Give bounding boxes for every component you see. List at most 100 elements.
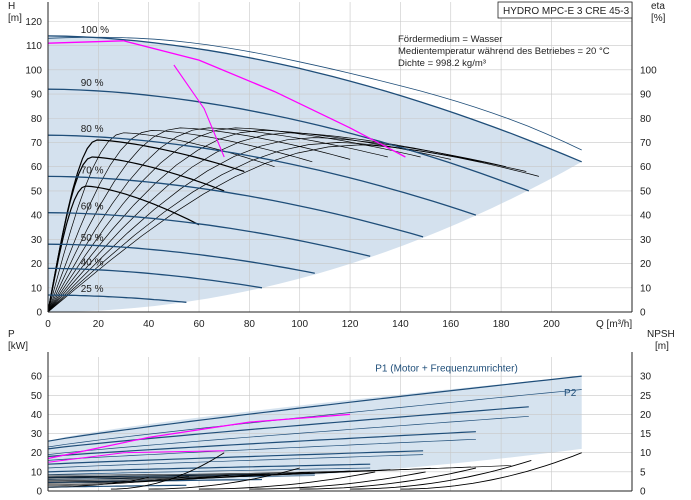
h-tick-label: 40 (31, 211, 43, 222)
p2-curve (47, 415, 529, 455)
q-axis-unit: Q [m³/h] (596, 319, 632, 330)
eta-tick-label: 10 (640, 283, 652, 294)
bottom-tick-labels: 0 10 20 30 40 50 60 0 5 10 15 20 25 30 (31, 372, 652, 498)
p2-curve (47, 389, 582, 448)
eta-tick-label: 40 (640, 211, 652, 222)
h-tick-label: 120 (25, 17, 42, 28)
medium-temperature: Medientemperatur während des Betriebes =… (398, 46, 610, 57)
eta-tick-label: 50 (640, 186, 652, 197)
h-tick-label: 80 (31, 114, 43, 125)
title-box (497, 1, 633, 19)
h-tick-label: 10 (31, 283, 43, 294)
p-tick-label: 60 (31, 372, 43, 383)
eta-tick-label: 70 (640, 138, 652, 149)
duty-power-curve (47, 413, 351, 460)
speed-label: 80 % (81, 124, 104, 135)
npsh-tick-label: 0 (640, 487, 646, 498)
npsh-tick-label: 15 (640, 429, 652, 440)
eta-tick-label: 80 (640, 114, 652, 125)
q-tick-label: 100 (291, 319, 308, 330)
p-axis-label: P (8, 329, 15, 340)
bottom-axes (47, 352, 633, 492)
q-tick-label: 180 (493, 319, 510, 330)
p-tick-label: 30 (31, 429, 43, 440)
speed-label: 70 % (81, 165, 104, 176)
npsh-curve (400, 452, 582, 490)
speed-curve (47, 134, 477, 216)
q-tick-label: 200 (543, 319, 560, 330)
speed-curve (47, 243, 315, 274)
h-tick-label: 20 (31, 259, 43, 270)
eta-tick-label: 100 (640, 65, 657, 76)
q-tick-label: 60 (193, 319, 205, 330)
p-tick-label: 40 (31, 410, 43, 421)
q-tick-label: 20 (93, 319, 105, 330)
speed-curve (47, 88, 530, 192)
eta-tick-label: 0 (640, 308, 646, 319)
q-tick-label: 120 (342, 319, 359, 330)
speed-label: 90 % (81, 78, 104, 89)
top-panel: 0 20 40 60 80 100 120 140 160 180 200 0 10 20 30 40 50 60… (8, 1, 666, 330)
speed-label: 40 % (81, 257, 104, 268)
npsh-axis-label: NPSH (647, 329, 675, 340)
bottom-panel: 0 10 20 30 40 50 60 0 5 10 15 20 25 30 P1 (Motor + Fr… (8, 329, 675, 498)
family-curve (47, 127, 351, 313)
speed-labels: 100 % 90 % 80 % 70 % 60 % 50 % 40 % 25 % (81, 25, 109, 295)
max-curve (47, 36, 582, 151)
p1-curve (47, 375, 582, 442)
eta-tick-label: 60 (640, 162, 652, 173)
q-tick-label: 40 (143, 319, 155, 330)
top-tick-labels: 0 20 40 60 80 100 120 140 160 180 200 0 10 20 30 40 50 60… (25, 17, 657, 330)
npsh-tick-label: 10 (640, 448, 652, 459)
h-tick-label: 60 (31, 162, 43, 173)
p1-curve (47, 431, 476, 458)
speed-curve (48, 267, 263, 289)
p-tick-label: 50 (31, 391, 43, 402)
eta-axis-label: eta (651, 1, 665, 12)
speed-curve (47, 175, 424, 238)
npsh-curve (299, 467, 477, 490)
speed-label: 25 % (81, 284, 104, 295)
chart-title: HYDRO MPC-E 3 CRE 45-3 (503, 6, 630, 17)
p2-curve (47, 438, 476, 461)
eta-axis-unit: [%] (651, 13, 666, 24)
eta-tick-label: 20 (640, 259, 652, 270)
operating-area (48, 35, 582, 313)
speed-label: 100 % (81, 25, 109, 36)
npsh-curve (249, 471, 426, 490)
family-curve (47, 130, 313, 313)
family-curve (47, 137, 507, 313)
npsh-axis-unit: [m] (655, 341, 669, 352)
p1-curve (47, 463, 371, 473)
duty-curve (47, 40, 406, 158)
p2-curve (47, 454, 424, 469)
npsh-curve (350, 459, 532, 490)
h-tick-label: 70 (31, 138, 43, 149)
medium-fluid: Fördermedium = Wasser (398, 34, 502, 45)
h-axis-label: H (8, 1, 15, 12)
eta-tick-label: 90 (640, 90, 652, 101)
h-axis-unit: [m] (8, 13, 22, 24)
series-labels: P1 (Motor + Frequenzumrichter) P2 (375, 363, 576, 399)
q-tick-label: 160 (442, 319, 459, 330)
npsh-family-curve (48, 465, 512, 476)
p1-curve (47, 406, 529, 450)
family-curve (47, 185, 200, 313)
h-tick-label: 0 (36, 308, 42, 319)
npsh-tick-label: 20 (640, 410, 652, 421)
speed-label: 50 % (81, 233, 104, 244)
p-axis-unit: [kW] (8, 341, 28, 352)
medium-density: Dichte = 998.2 kg/m³ (398, 58, 486, 69)
q-tick-label: 80 (244, 319, 256, 330)
duty-power-curve-secondary (47, 450, 225, 463)
q-tick-label: 140 (392, 319, 409, 330)
series-label: P2 (564, 388, 577, 399)
p-tick-label: 0 (36, 487, 42, 498)
series-label: P1 (Motor + Frequenzumrichter) (375, 363, 518, 374)
npsh-tick-label: 30 (640, 372, 652, 383)
family-curve (47, 139, 245, 313)
h-tick-label: 30 (31, 235, 43, 246)
family-curve (47, 132, 275, 313)
npsh-curves (47, 452, 582, 490)
